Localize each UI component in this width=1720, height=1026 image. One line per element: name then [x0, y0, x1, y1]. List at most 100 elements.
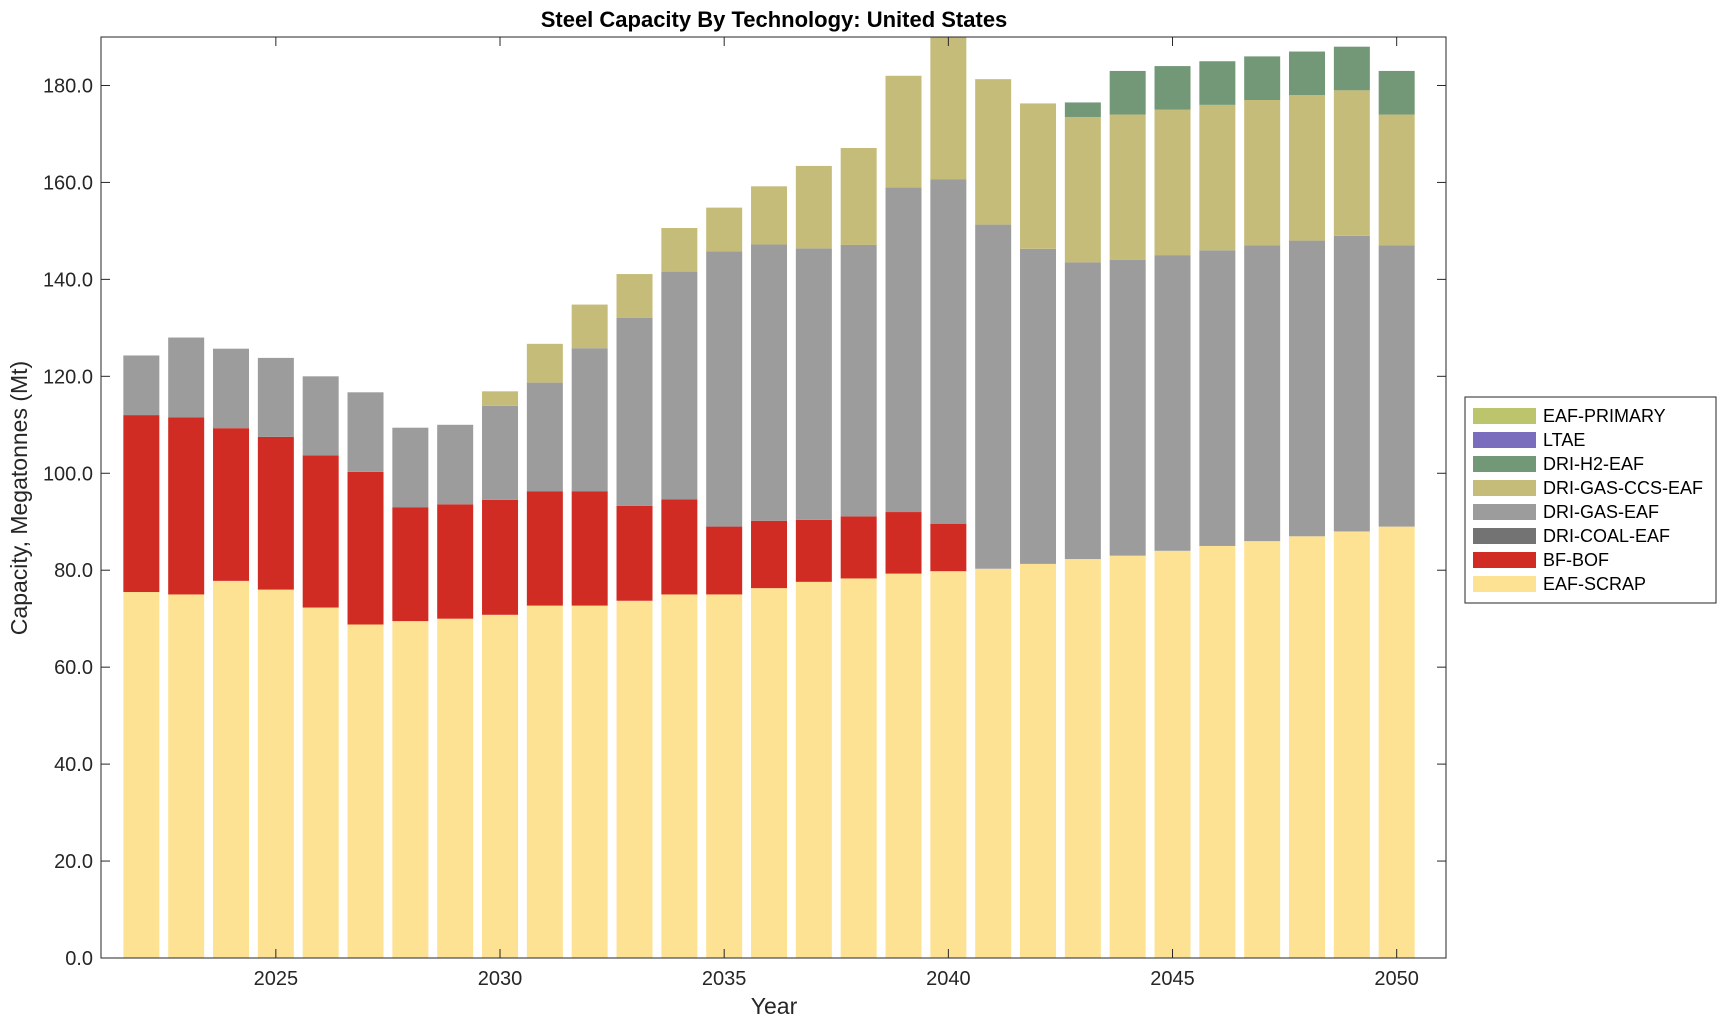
- legend-label-bf-bof: BF-BOF: [1543, 550, 1609, 570]
- bar-segment-eaf-scrap-2045: [1154, 550, 1191, 958]
- bar-segment-dri-h2-eaf-2046: [1199, 61, 1236, 105]
- bar-segment-dri-h2-eaf-2048: [1289, 51, 1326, 96]
- y-axis-label: Capacity, Megatonnes (Mt): [6, 361, 32, 635]
- bar-segment-dri-gas-ccs-eaf-2037: [795, 165, 832, 249]
- bar-segment-eaf-scrap-2042: [1020, 563, 1057, 958]
- bar-segment-dri-gas-eaf-2033: [616, 317, 653, 506]
- bar-segment-bf-bof-2037: [795, 519, 832, 582]
- bars-layer: [123, 37, 1415, 958]
- bar-segment-bf-bof-2035: [706, 526, 743, 595]
- legend-label-eaf-scrap: EAF-SCRAP: [1543, 574, 1646, 594]
- bar-segment-eaf-scrap-2037: [795, 581, 832, 958]
- bar-segment-eaf-scrap-2049: [1333, 531, 1370, 958]
- legend-label-dri-coal-eaf: DRI-COAL-EAF: [1543, 526, 1670, 546]
- bar-segment-dri-h2-eaf-2049: [1333, 46, 1370, 91]
- bar-segment-dri-gas-ccs-eaf-2039: [885, 75, 922, 188]
- bar-segment-eaf-scrap-2039: [885, 573, 922, 958]
- x-tick-label: 2030: [478, 968, 523, 990]
- bar-segment-dri-gas-eaf-2049: [1333, 235, 1370, 532]
- bar-segment-dri-gas-ccs-eaf-2040: [930, 37, 967, 180]
- legend-swatch-dri-coal-eaf: [1473, 528, 1536, 544]
- legend-label-dri-gas-eaf: DRI-GAS-EAF: [1543, 502, 1659, 522]
- bar-segment-dri-gas-eaf-2037: [795, 248, 832, 520]
- bar-segment-bf-bof-2028: [392, 507, 429, 622]
- bar-segment-eaf-scrap-2043: [1064, 559, 1101, 958]
- bar-segment-bf-bof-2026: [302, 455, 339, 608]
- bar-segment-bf-bof-2038: [840, 516, 877, 579]
- bar-segment-dri-gas-eaf-2039: [885, 187, 922, 513]
- bar-segment-dri-gas-ccs-eaf-2048: [1289, 95, 1326, 241]
- legend-swatch-dri-h2-eaf: [1473, 456, 1536, 472]
- legend-label-dri-gas-ccs-eaf: DRI-GAS-CCS-EAF: [1543, 478, 1703, 498]
- chart-title: Steel Capacity By Technology: United Sta…: [541, 7, 1008, 32]
- bar-segment-dri-gas-eaf-2027: [347, 392, 384, 472]
- bar-segment-dri-gas-eaf-2028: [392, 427, 429, 508]
- bar-segment-dri-gas-ccs-eaf-2047: [1244, 100, 1281, 246]
- bar-segment-dri-gas-ccs-eaf-2033: [616, 274, 653, 318]
- bar-segment-eaf-scrap-2027: [347, 624, 384, 958]
- bar-segment-dri-gas-eaf-2046: [1199, 250, 1236, 546]
- bar-segment-dri-gas-eaf-2044: [1109, 259, 1146, 556]
- bar-segment-bf-bof-2033: [616, 505, 653, 601]
- legend: EAF-PRIMARY LTAE DRI-H2-EAF DRI-GAS-CCS-EAF…: [1464, 396, 1717, 604]
- plot-area-frame: [100, 36, 1447, 959]
- legend-swatch-eaf-scrap: [1473, 576, 1536, 592]
- bar-segment-dri-gas-eaf-2032: [571, 348, 608, 492]
- bar-segment-dri-h2-eaf-2050: [1378, 70, 1415, 115]
- y-tick-label: 180.0: [43, 75, 93, 97]
- bar-segment-eaf-scrap-2044: [1109, 555, 1146, 958]
- legend-swatch-dri-gas-ccs-eaf: [1473, 480, 1536, 496]
- legend-label-eaf-primary: EAF-PRIMARY: [1543, 406, 1666, 426]
- bar-segment-bf-bof-2039: [885, 512, 922, 574]
- bar-segment-eaf-scrap-2038: [840, 578, 877, 958]
- bar-segment-dri-gas-ccs-eaf-2045: [1154, 109, 1191, 256]
- bar-segment-eaf-scrap-2036: [751, 588, 788, 958]
- bar-segment-dri-gas-ccs-eaf-2046: [1199, 104, 1236, 251]
- bar-segment-eaf-scrap-2034: [661, 594, 698, 958]
- legend-box: [1464, 396, 1717, 604]
- bar-segment-dri-gas-ccs-eaf-2049: [1333, 90, 1370, 236]
- bar-segment-dri-gas-eaf-2030: [482, 405, 519, 500]
- bar-segment-dri-gas-eaf-2023: [168, 337, 205, 418]
- legend-swatch-ltae: [1473, 432, 1536, 448]
- bar-segment-dri-gas-eaf-2026: [302, 376, 339, 456]
- y-tick-label: 80.0: [54, 560, 93, 582]
- bar-segment-bf-bof-2022: [123, 415, 160, 593]
- bar-segment-dri-gas-eaf-2031: [526, 382, 563, 492]
- y-tick-label: 160.0: [43, 172, 93, 194]
- bar-segment-dri-gas-eaf-2045: [1154, 255, 1191, 551]
- bar-segment-eaf-scrap-2025: [257, 589, 294, 958]
- x-tick-label: 2050: [1374, 968, 1419, 990]
- bar-segment-bf-bof-2029: [437, 504, 474, 619]
- bar-segment-bf-bof-2024: [213, 428, 250, 581]
- legend-swatch-dri-gas-eaf: [1473, 504, 1536, 520]
- bar-segment-dri-gas-eaf-2035: [706, 251, 743, 527]
- y-tick-label: 20.0: [54, 851, 93, 873]
- bar-segment-dri-gas-eaf-2038: [840, 244, 877, 517]
- x-tick-label: 2040: [926, 968, 971, 990]
- bar-segment-bf-bof-2027: [347, 471, 384, 625]
- x-tick-label: 2045: [1150, 968, 1195, 990]
- bar-segment-eaf-scrap-2040: [930, 571, 967, 958]
- bar-segment-dri-h2-eaf-2045: [1154, 66, 1191, 110]
- bar-segment-eaf-scrap-2048: [1289, 536, 1326, 958]
- bar-segment-bf-bof-2025: [257, 436, 294, 590]
- x-axis-label: Year: [751, 993, 798, 1019]
- bar-segment-eaf-scrap-2023: [168, 594, 205, 958]
- bar-segment-dri-gas-eaf-2043: [1064, 262, 1101, 560]
- bar-segment-dri-h2-eaf-2044: [1109, 70, 1146, 115]
- bar-segment-dri-gas-eaf-2025: [257, 357, 294, 437]
- bar-segment-eaf-scrap-2026: [302, 607, 339, 958]
- bar-segment-dri-gas-ccs-eaf-2038: [840, 148, 877, 245]
- y-tick-label: 100.0: [43, 463, 93, 485]
- bar-segment-dri-gas-eaf-2029: [437, 424, 474, 505]
- legend-swatch-bf-bof: [1473, 552, 1536, 568]
- bar-segment-dri-h2-eaf-2047: [1244, 56, 1281, 101]
- x-tick-label: 2035: [702, 968, 747, 990]
- bar-segment-bf-bof-2040: [930, 523, 967, 572]
- bar-segment-bf-bof-2034: [661, 499, 698, 595]
- legend-label-ltae: LTAE: [1543, 430, 1585, 450]
- bar-segment-eaf-scrap-2022: [123, 592, 160, 958]
